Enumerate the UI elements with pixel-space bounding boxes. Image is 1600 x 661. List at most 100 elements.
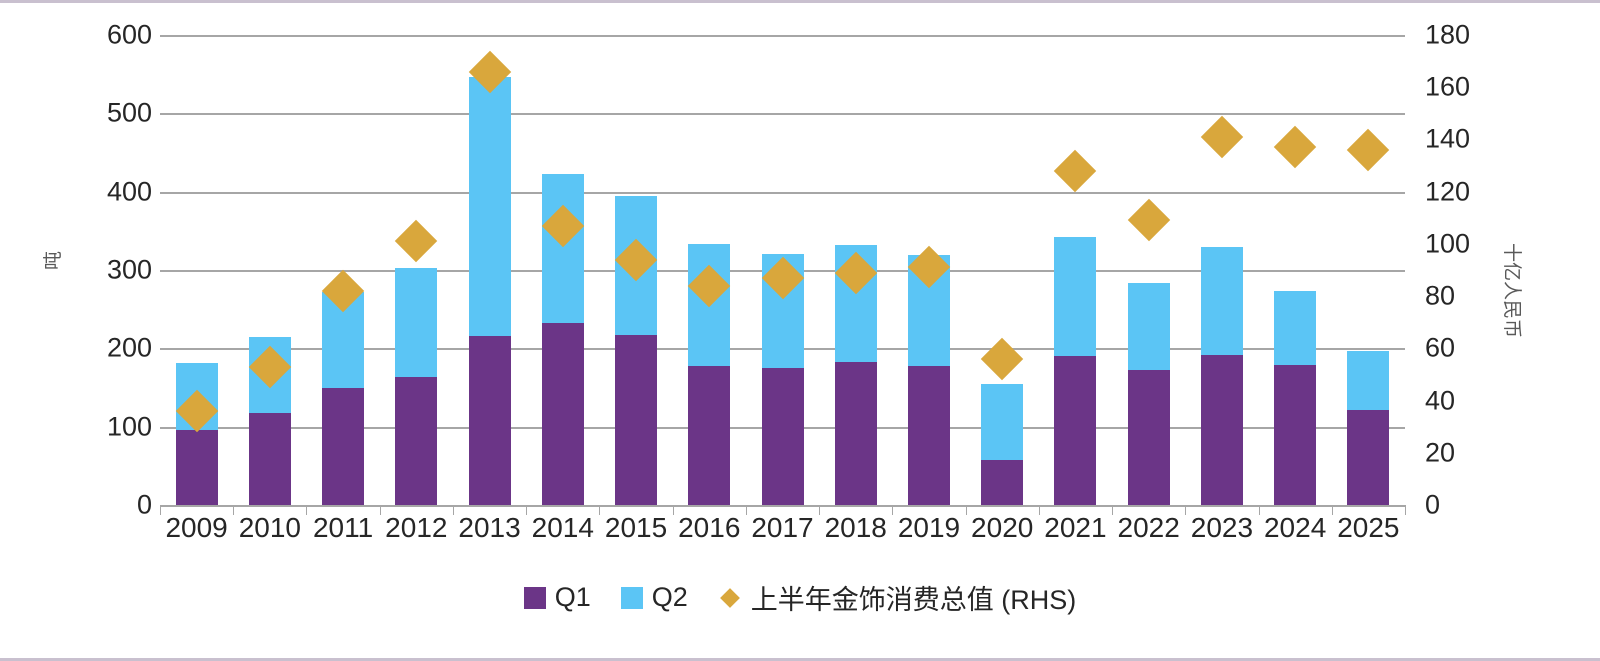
bar-segment-q1[interactable] [1200, 355, 1243, 505]
diamond-marker[interactable] [1054, 149, 1097, 192]
diamond-marker[interactable] [1347, 128, 1390, 172]
x-axis-tick-label: 2024 [1263, 512, 1327, 543]
left-axis-tick-label: 300 [106, 254, 152, 285]
x-tick [306, 505, 308, 515]
bar-segment-q1[interactable] [834, 361, 877, 505]
chart-legend: Q1 Q2 上半年金饰消费总值 (RHS) [0, 578, 1600, 617]
bar-segment-q1[interactable] [541, 323, 584, 505]
right-axis-title: 十亿人民币 [1501, 243, 1522, 339]
x-tick [1405, 505, 1406, 515]
left-axis-tick-label: 600 [106, 19, 152, 50]
legend-item[interactable]: Q1 [523, 582, 591, 613]
bar-group[interactable] [1200, 247, 1243, 505]
x-axis-tick-label: 2021 [1044, 512, 1107, 543]
right-axis-tick-label: 40 [1425, 385, 1456, 416]
bar-segment-q2[interactable] [1200, 247, 1243, 356]
right-axis-tick-label: 0 [1425, 489, 1441, 520]
x-axis-tick-label: 2013 [458, 512, 521, 543]
right-axis-tick-label: 80 [1425, 280, 1456, 311]
bar-segment-q2[interactable] [541, 174, 584, 324]
legend-label: Q1 [554, 582, 591, 612]
x-axis-tick-label: 2023 [1190, 512, 1254, 543]
right-axis-tick-label: 140 [1425, 123, 1471, 154]
gridline [160, 113, 1405, 116]
diamond-marker[interactable] [980, 337, 1024, 380]
x-tick [526, 505, 528, 515]
bar-segment-q1[interactable] [1054, 356, 1097, 505]
x-axis-tick-label: 2017 [751, 512, 814, 543]
bar-segment-q1[interactable] [175, 429, 218, 505]
bar-segment-q1[interactable] [981, 460, 1024, 505]
bar-segment-q1[interactable] [468, 335, 511, 505]
x-axis-tick-label: 2016 [678, 512, 741, 543]
bar-segment-q1[interactable] [1347, 410, 1390, 505]
bar-group[interactable] [688, 244, 731, 505]
bar-group[interactable] [981, 384, 1024, 505]
bar-segment-q1[interactable] [395, 376, 438, 505]
bar-segment-q2[interactable] [981, 384, 1024, 461]
x-axis-baseline [160, 505, 1405, 507]
x-axis-tick-label: 2022 [1117, 512, 1180, 543]
x-axis-tick-label: 2014 [531, 512, 594, 543]
diamond-marker[interactable] [1200, 115, 1244, 159]
x-tick [892, 505, 894, 515]
bar-group[interactable] [322, 291, 365, 505]
bar-segment-q1[interactable] [907, 365, 950, 505]
bar-segment-q1[interactable] [615, 335, 658, 505]
x-tick [819, 505, 821, 515]
x-tick [1112, 505, 1114, 515]
bar-segment-q1[interactable] [761, 367, 804, 505]
x-axis-tick-label: 2010 [238, 512, 301, 543]
x-tick [672, 505, 674, 515]
plot-area [160, 35, 1406, 515]
left-axis-tick-label: 100 [106, 411, 152, 442]
legend-item[interactable]: 上半年金饰消费总值 (RHS) [718, 578, 1077, 617]
x-axis-tick-label: 2019 [897, 512, 961, 543]
bar-group[interactable] [907, 255, 950, 505]
x-tick [233, 505, 235, 515]
x-axis-tick-label: 2020 [971, 512, 1034, 543]
bar-segment-q1[interactable] [1127, 370, 1170, 505]
bar-segment-q2[interactable] [395, 268, 438, 377]
bar-segment-q2[interactable] [468, 77, 511, 336]
legend-label: 上半年金饰消费总值 (RHS) [750, 585, 1077, 615]
diamond-marker[interactable] [1127, 199, 1170, 242]
bar-segment-q2[interactable] [1054, 237, 1097, 357]
left-axis-tick-label: 400 [106, 176, 152, 207]
bar-segment-q2[interactable] [1274, 291, 1317, 365]
x-axis-tick-label: 2012 [385, 512, 448, 543]
right-axis-tick-label: 60 [1425, 332, 1456, 363]
x-tick [745, 505, 747, 515]
x-tick [452, 505, 454, 515]
x-tick [1331, 505, 1333, 515]
bar-group[interactable] [1274, 291, 1317, 505]
bar-segment-q1[interactable] [248, 413, 291, 505]
legend-label: Q2 [651, 582, 688, 612]
diamond-marker[interactable] [395, 220, 438, 263]
bar-group[interactable] [1347, 350, 1390, 505]
bar-segment-q1[interactable] [322, 387, 365, 505]
x-axis-tick-label: 2015 [604, 512, 668, 543]
bar-segment-q1[interactable] [1274, 364, 1317, 505]
bar-segment-q2[interactable] [1347, 350, 1390, 411]
bar-group[interactable] [175, 363, 218, 505]
diamond-marker[interactable] [1273, 126, 1317, 169]
left-axis-title: 吨 [43, 250, 64, 270]
bar-group[interactable] [1127, 283, 1170, 505]
bar-group[interactable] [541, 174, 584, 505]
x-tick [379, 505, 381, 515]
x-tick [599, 505, 601, 515]
legend-item[interactable]: Q2 [620, 582, 688, 613]
bar-segment-q2[interactable] [1127, 283, 1170, 371]
bar-group[interactable] [468, 77, 511, 505]
bar-group[interactable] [1054, 237, 1097, 505]
legend-square-icon [620, 586, 643, 609]
right-axis-tick-label: 120 [1425, 176, 1471, 207]
bar-segment-q1[interactable] [688, 365, 731, 505]
right-axis-tick-label: 20 [1425, 437, 1456, 468]
x-axis-tick-label: 2018 [824, 512, 887, 543]
left-axis-tick-label: 500 [106, 97, 152, 128]
bar-group[interactable] [395, 268, 438, 505]
gridline [160, 35, 1405, 37]
